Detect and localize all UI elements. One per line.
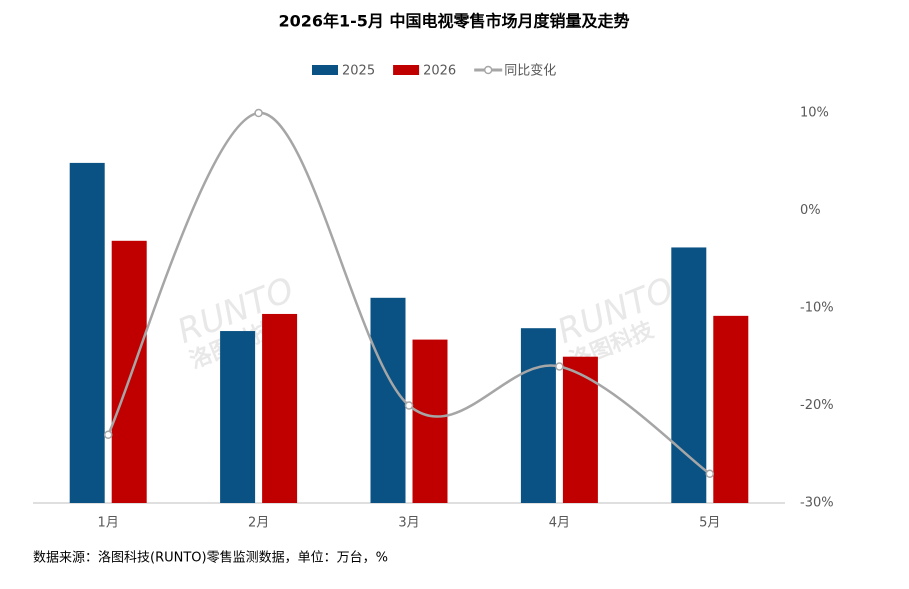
bar	[520, 328, 556, 503]
line-marker	[705, 469, 715, 478]
legend-label: 2025	[342, 64, 375, 79]
chart-title: 2026年1-5月 中国电视零售市场月度销量及走势	[278, 12, 629, 31]
legend-label: 2026	[423, 64, 456, 79]
line-marker	[555, 362, 564, 371]
bar	[713, 315, 749, 503]
line-marker	[404, 401, 414, 410]
legend-marker	[483, 65, 493, 75]
y2-tick-label: -30%	[800, 496, 834, 511]
bar	[370, 297, 406, 503]
legend-swatch	[393, 65, 420, 75]
bar	[562, 356, 598, 503]
line-marker	[103, 430, 113, 439]
line-marker	[254, 108, 263, 118]
legend-label: 同比变化	[504, 63, 556, 79]
bar	[111, 240, 147, 504]
source-note: 数据来源：洛图科技(RUNTO)零售监测数据，单位：万台，%	[33, 550, 388, 566]
y2-tick-label: 0%	[800, 203, 821, 218]
x-tick-label: 5月	[699, 516, 720, 531]
y2-tick-label: 10%	[800, 106, 829, 121]
y2-tick-label: -10%	[800, 301, 834, 316]
y2-tick-label: -20%	[800, 398, 834, 413]
x-tick-label: 4月	[549, 516, 570, 531]
x-tick-label: 2月	[248, 516, 269, 531]
bar	[262, 313, 298, 503]
line	[107, 111, 711, 475]
bar	[412, 339, 448, 503]
x-tick-label: 1月	[98, 516, 119, 531]
bar	[671, 247, 707, 503]
legend-swatch	[312, 65, 338, 75]
bar	[69, 162, 105, 503]
x-tick-label: 3月	[398, 516, 419, 531]
bar	[220, 331, 256, 503]
